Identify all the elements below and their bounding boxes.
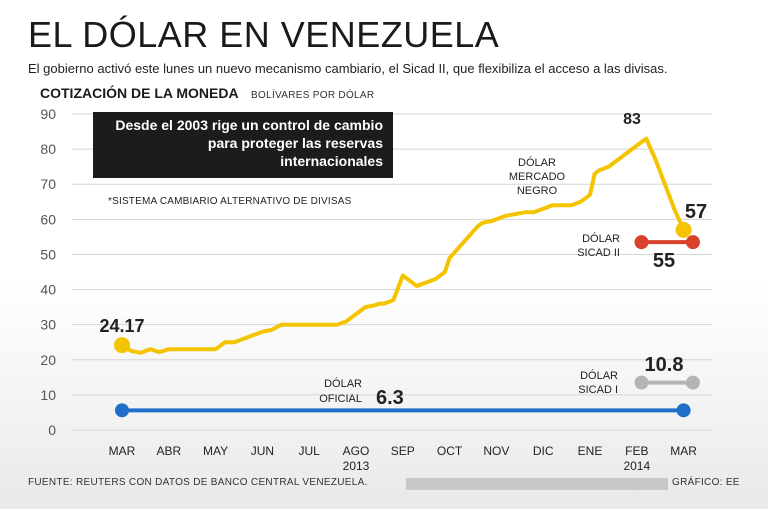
x-tick-label: FEB [625,444,648,458]
sicad2-value-label: 55 [653,250,675,272]
y-tick-label: 90 [40,106,56,122]
sicad2-label: DÓLAR [582,232,620,245]
x-tick-label: ABR [156,444,181,458]
x-tick-label: DIC [533,444,554,458]
black-market-end-label: 57 [685,201,707,223]
sicad1-start-dot [634,375,649,390]
y-tick-label: 80 [40,141,56,157]
note-line: Desde el 2003 rige un control de cambio [115,117,383,133]
official-label: OFICIAL [319,393,362,405]
control-note-box: Desde el 2003 rige un control de cambio … [93,112,393,178]
footnote: *SISTEMA CAMBIARIO ALTERNATIVO DE DIVISA… [108,196,352,207]
official-value-label: 6.3 [376,387,404,409]
page-title: EL DÓLAR EN VENEZUELA [28,14,500,55]
sicad2-start-dot [634,235,649,250]
official-end-dot [676,403,691,418]
y-tick-label: 40 [40,282,56,298]
x-tick-sublabel: 2013 [343,459,370,473]
official-label: DÓLAR [324,377,362,390]
y-tick-label: 20 [40,352,56,368]
sicad1-label: SICAD I [578,384,618,396]
black-market-start-dot [114,337,130,354]
x-tick-sublabel: 2014 [623,459,650,473]
black-market-start-label: 24.17 [99,316,144,336]
credit-text: GRÁFICO: EE [672,477,740,488]
black-market-line [120,136,686,355]
page-subtitle: El gobierno activó este lunes un nuevo m… [28,61,668,76]
x-tick-label: ENE [578,444,603,458]
black-market-label: DÓLAR [518,156,556,169]
sicad2-end-dot [685,235,700,250]
black-market-label: MERCADO [509,171,566,183]
note-line: internacionales [280,153,383,169]
footer-divider-bar [406,478,668,490]
y-tick-label: 50 [40,246,56,262]
source-text: FUENTE: REUTERS CON DATOS DE BANCO CENTR… [28,477,368,488]
x-tick-label: MAR [109,444,136,458]
x-tick-label: JUL [299,444,321,458]
y-tick-label: 10 [40,387,56,403]
x-tick-label: JUN [251,444,274,458]
sicad1-end-dot [685,375,700,390]
chart-unit: BOLÍVARES POR DÓLAR [251,90,375,101]
x-tick-label: MAR [670,444,697,458]
y-tick-label: 30 [40,317,56,333]
sicad1-value-label: 10.8 [645,354,684,376]
black-market-label: NEGRO [517,185,558,197]
y-tick-label: 70 [40,176,56,192]
y-tick-label: 0 [48,422,56,438]
note-line: para proteger las reservas [207,135,383,151]
x-tick-label: OCT [437,444,463,458]
sicad2-label: SICAD II [577,247,620,259]
x-tick-label: MAY [203,444,228,458]
x-tick-label: SEP [391,444,415,458]
official-start-dot [115,403,129,418]
y-tick-label: 60 [40,211,56,227]
chart-title: COTIZACIÓN DE LA MONEDA [40,85,239,101]
black-market-end-dot [675,221,692,238]
black-market-peak-label: 83 [623,111,641,128]
sicad1-label: DÓLAR [580,369,618,382]
x-tick-label: NOV [483,444,509,458]
chart-header: COTIZACIÓN DE LA MONEDA BOLÍVARES POR DÓ… [40,85,374,103]
x-tick-label: AGO [343,444,370,458]
